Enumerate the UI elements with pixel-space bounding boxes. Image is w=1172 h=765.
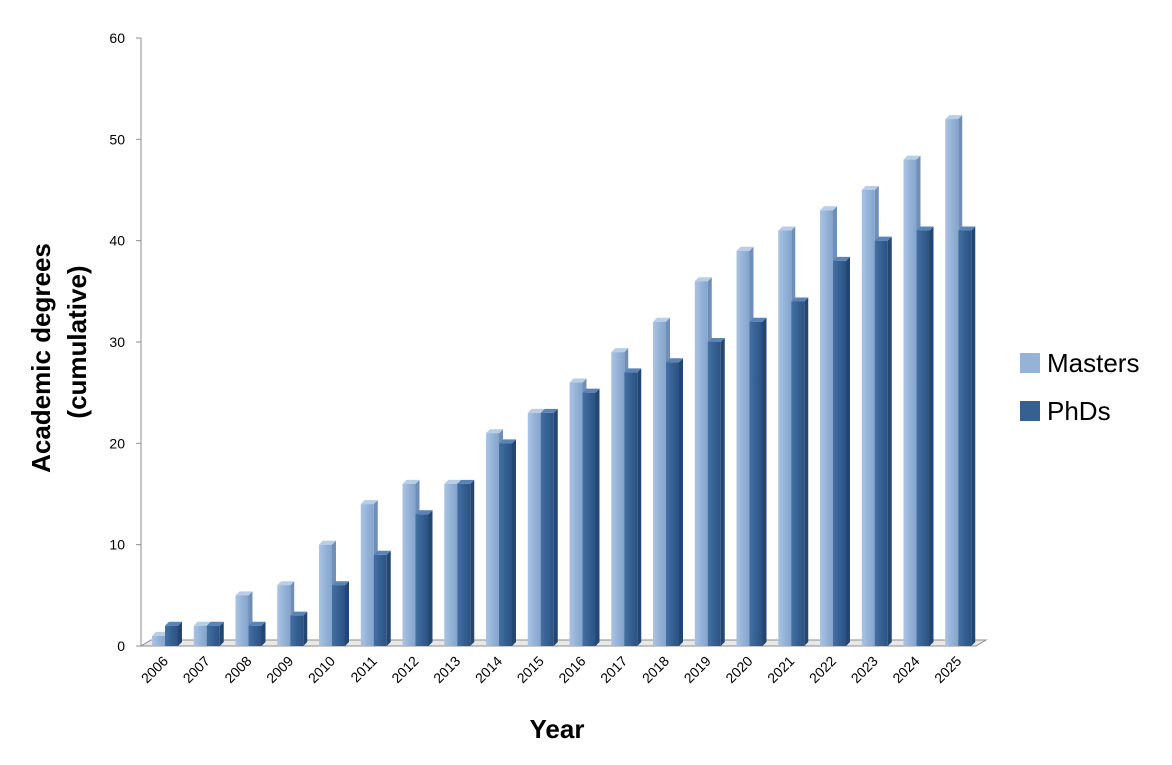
x-tick-label: 2015 — [514, 653, 547, 686]
x-tick-label: 2006 — [138, 653, 171, 686]
x-tick-label: 2024 — [889, 653, 922, 686]
bar-phds-2020 — [749, 317, 767, 646]
bar-phds-2015 — [540, 408, 558, 646]
y-tick-label: 0 — [117, 638, 125, 654]
y-tick-label: 20 — [109, 435, 125, 451]
bar-phds-2010 — [332, 581, 349, 646]
x-tick-label: 2019 — [681, 653, 714, 686]
x-tick-label: 2017 — [597, 653, 630, 686]
x-tick-label: 2018 — [639, 653, 672, 686]
y-axis-title-line-1: Academic degrees — [26, 243, 56, 473]
x-tick-label: 2008 — [221, 653, 254, 686]
x-tick-label: 2023 — [848, 653, 881, 686]
bar-phds-2022 — [833, 256, 850, 646]
bar-phds-2009 — [290, 611, 308, 646]
x-axis-title: Year — [530, 714, 585, 744]
bar-phds-2019 — [707, 338, 725, 646]
bar-phds-2017 — [624, 368, 642, 646]
chart-bars — [152, 115, 976, 647]
y-tick-label: 60 — [109, 30, 125, 46]
bar-phds-2007 — [206, 621, 224, 646]
y-tick-label: 50 — [109, 131, 125, 147]
x-tick-label: 2009 — [263, 653, 296, 686]
x-tick-label: 2014 — [472, 653, 505, 686]
x-tick-label: 2021 — [764, 653, 797, 686]
x-tick-label: 2010 — [305, 653, 338, 686]
bar-phds-2014 — [499, 439, 516, 646]
legend: Masters PhDs — [1020, 348, 1139, 426]
legend-swatch-phds — [1020, 401, 1040, 421]
x-tick-label: 2022 — [806, 653, 839, 686]
y-tick-label: 10 — [109, 537, 125, 553]
legend-label-masters: Masters — [1047, 348, 1139, 378]
y-tick-label: 30 — [109, 334, 125, 350]
x-tick-label: 2020 — [722, 653, 755, 686]
bar-phds-2018 — [666, 358, 683, 646]
legend-swatch-masters — [1020, 353, 1040, 373]
y-tick-label: 40 — [109, 233, 125, 249]
x-tick-label: 2007 — [180, 653, 213, 686]
bar-phds-2024 — [916, 226, 934, 647]
x-tick-label: 2016 — [555, 653, 588, 686]
x-tick-label: 2012 — [388, 653, 421, 686]
y-axis-title-line-2: (cumulative) — [62, 265, 92, 418]
x-tick-label: 2013 — [430, 653, 463, 686]
bar-phds-2008 — [248, 621, 266, 646]
bar-phds-2013 — [457, 479, 475, 646]
bar-phds-2021 — [791, 297, 809, 646]
x-axis-floor — [139, 639, 988, 647]
bar-phds-2006 — [165, 621, 182, 646]
bar-phds-2012 — [415, 510, 433, 646]
x-tick-label: 2025 — [931, 653, 964, 686]
bar-phds-2025 — [958, 226, 976, 647]
x-tick-label: 2011 — [347, 653, 380, 686]
bar-phds-2023 — [874, 236, 892, 646]
chart-axes — [136, 37, 988, 647]
legend-label-phds: PhDs — [1047, 396, 1111, 426]
bar-phds-2016 — [582, 388, 600, 646]
bar-phds-2011 — [373, 550, 391, 646]
